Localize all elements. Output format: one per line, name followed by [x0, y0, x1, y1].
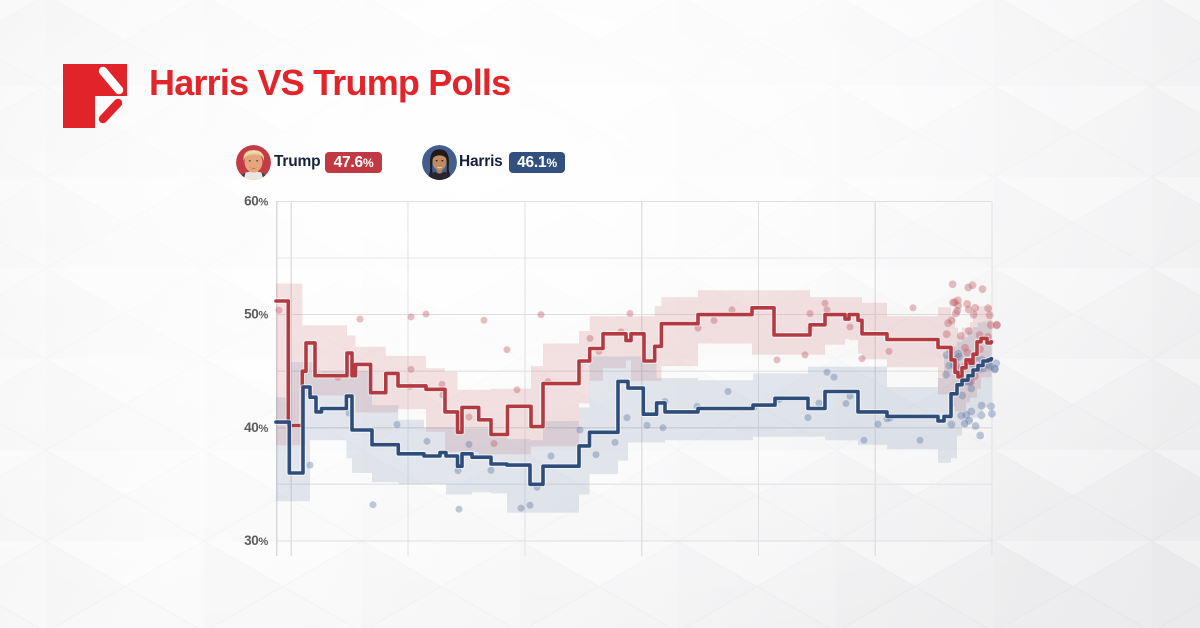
svg-text:30%: 30%	[244, 533, 268, 548]
svg-text:40%: 40%	[244, 420, 268, 435]
svg-text:50%: 50%	[244, 307, 268, 322]
svg-text:60%: 60%	[244, 193, 268, 208]
